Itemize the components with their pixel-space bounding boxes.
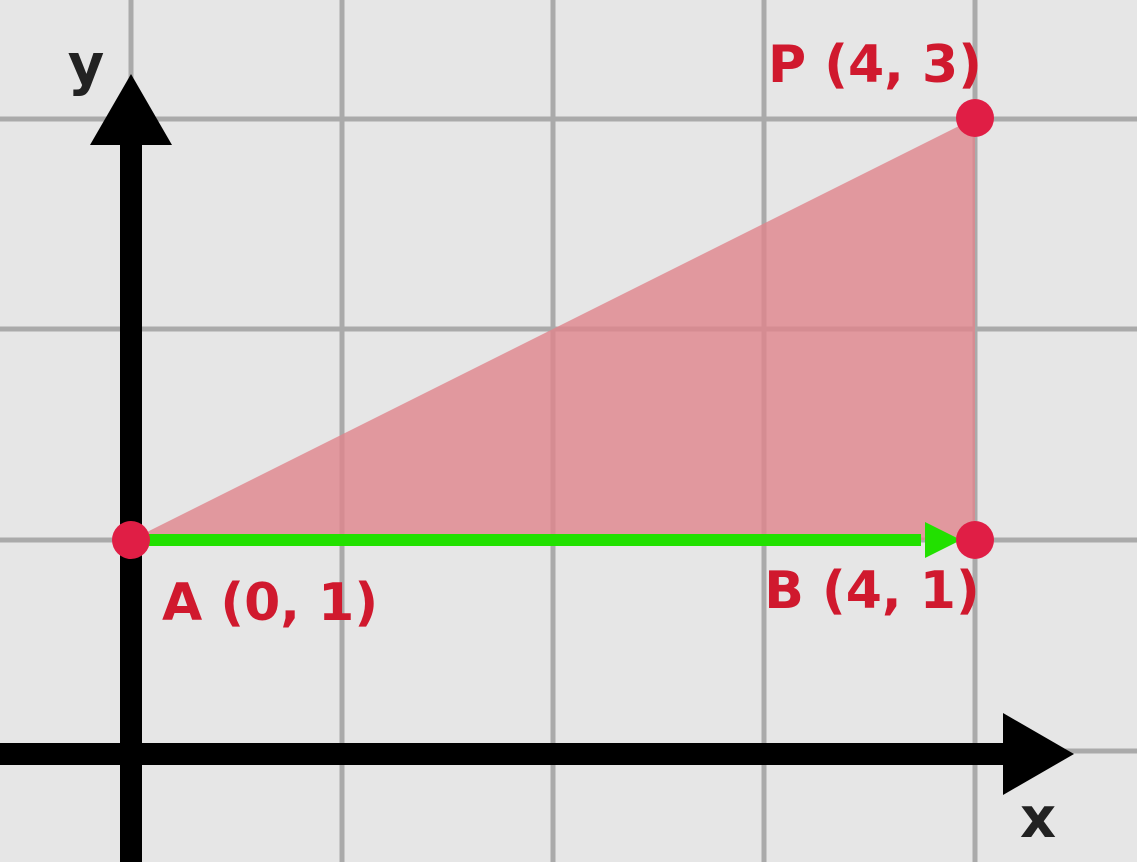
- point-p-label: P (4, 3): [768, 35, 982, 95]
- point-b: [956, 521, 994, 559]
- triangle-apb: [131, 118, 975, 540]
- x-axis-label: x: [1020, 786, 1056, 851]
- axes: [0, 74, 1074, 862]
- vector-ab-arrowhead: [925, 522, 961, 558]
- point-a-label: A (0, 1): [162, 573, 378, 633]
- y-axis-arrowhead: [90, 74, 172, 145]
- point-p: [956, 99, 994, 137]
- vector-ab: [131, 522, 961, 558]
- point-a: [112, 521, 150, 559]
- y-axis-label: y: [68, 33, 105, 98]
- x-axis-arrowhead: [1003, 713, 1074, 795]
- point-b-label: B (4, 1): [764, 561, 980, 621]
